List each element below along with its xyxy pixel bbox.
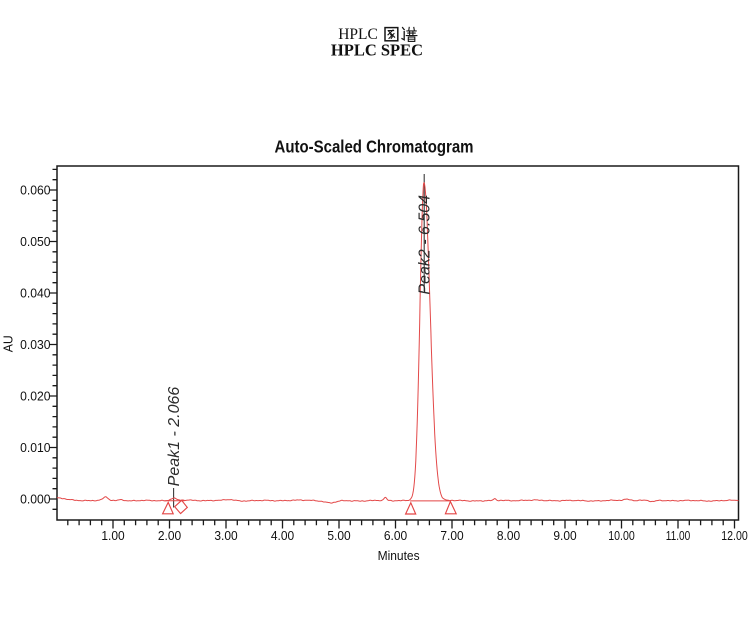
svg-text:Peak1 - 2.066: Peak1 - 2.066 [166,387,183,487]
svg-text:0.040: 0.040 [20,285,50,300]
svg-text:0.030: 0.030 [20,337,50,352]
svg-text:9.00: 9.00 [553,528,576,543]
svg-text:Minutes: Minutes [378,548,420,563]
svg-text:0.020: 0.020 [20,388,50,403]
svg-text:4.00: 4.00 [271,528,294,543]
svg-text:Auto-Scaled Chromatogram: Auto-Scaled Chromatogram [275,137,474,157]
svg-text:8.00: 8.00 [497,528,520,543]
svg-text:7.00: 7.00 [440,528,463,543]
svg-text:0.000: 0.000 [20,491,50,506]
svg-text:0.010: 0.010 [20,440,50,455]
svg-text:12.00: 12.00 [721,528,748,543]
svg-text:11.00: 11.00 [666,528,691,543]
svg-text:HPLC: HPLC [338,26,378,43]
svg-text:6.00: 6.00 [384,528,407,543]
svg-text:AU: AU [0,335,15,352]
svg-text:1.00: 1.00 [101,528,124,543]
svg-text:Peak2 - 6.504: Peak2 - 6.504 [417,195,434,295]
svg-text:2.00: 2.00 [158,528,181,543]
svg-text:0.050: 0.050 [20,234,50,249]
svg-text:10.00: 10.00 [608,528,635,543]
svg-text:HPLC SPEC: HPLC SPEC [331,41,423,60]
svg-text:0.060: 0.060 [20,182,50,197]
svg-text:5.00: 5.00 [327,528,350,543]
svg-text:3.00: 3.00 [214,528,237,543]
